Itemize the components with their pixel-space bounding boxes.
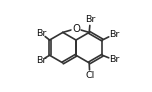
Text: O: O <box>72 24 80 34</box>
Text: Br: Br <box>85 15 96 24</box>
Text: Cl: Cl <box>85 71 94 80</box>
Text: Br: Br <box>36 56 46 65</box>
Text: Br: Br <box>36 29 47 38</box>
Text: Br: Br <box>109 30 119 39</box>
Text: Br: Br <box>109 55 119 64</box>
